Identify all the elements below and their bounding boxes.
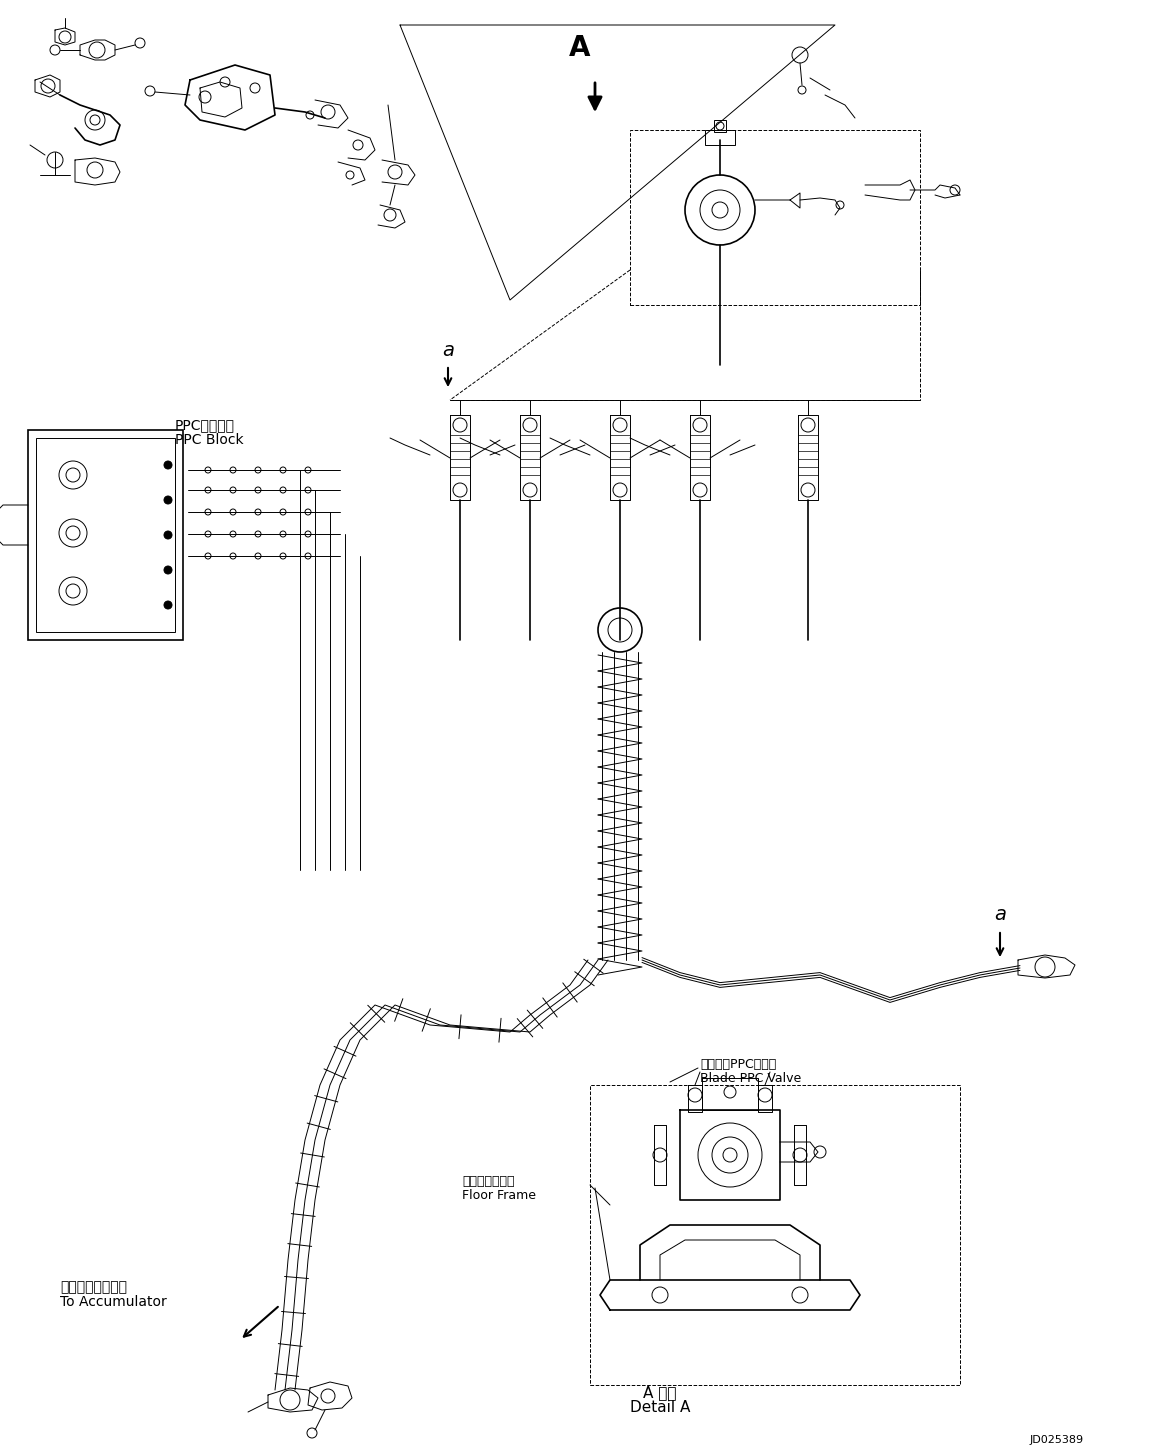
Circle shape (164, 495, 172, 504)
Bar (36, 437, 174, 632)
Circle shape (164, 602, 172, 609)
Circle shape (164, 567, 172, 574)
Text: Blade PPC Valve: Blade PPC Valve (700, 1072, 801, 1085)
Text: Detail A: Detail A (630, 1401, 690, 1415)
Bar (714, 121, 726, 132)
Bar (590, 1085, 959, 1385)
Text: A: A (569, 33, 591, 62)
Text: a: a (442, 340, 454, 359)
Bar (705, 129, 735, 145)
Text: To Accumulator: To Accumulator (60, 1295, 166, 1309)
Text: PPCブロック: PPCブロック (174, 418, 235, 432)
Text: アキュムレータへ: アキュムレータへ (60, 1280, 127, 1295)
Text: ブレードPPCバルブ: ブレードPPCバルブ (700, 1058, 776, 1071)
Bar (630, 129, 920, 305)
Circle shape (164, 461, 172, 469)
Text: Floor Frame: Floor Frame (462, 1189, 536, 1202)
Circle shape (164, 530, 172, 539)
Text: JD025389: JD025389 (1030, 1436, 1084, 1444)
Bar (28, 430, 183, 639)
Text: a: a (994, 905, 1006, 924)
Text: A 詳細: A 詳細 (643, 1385, 677, 1401)
Text: フロアフレーム: フロアフレーム (462, 1175, 514, 1189)
Text: PPC Block: PPC Block (174, 433, 243, 448)
